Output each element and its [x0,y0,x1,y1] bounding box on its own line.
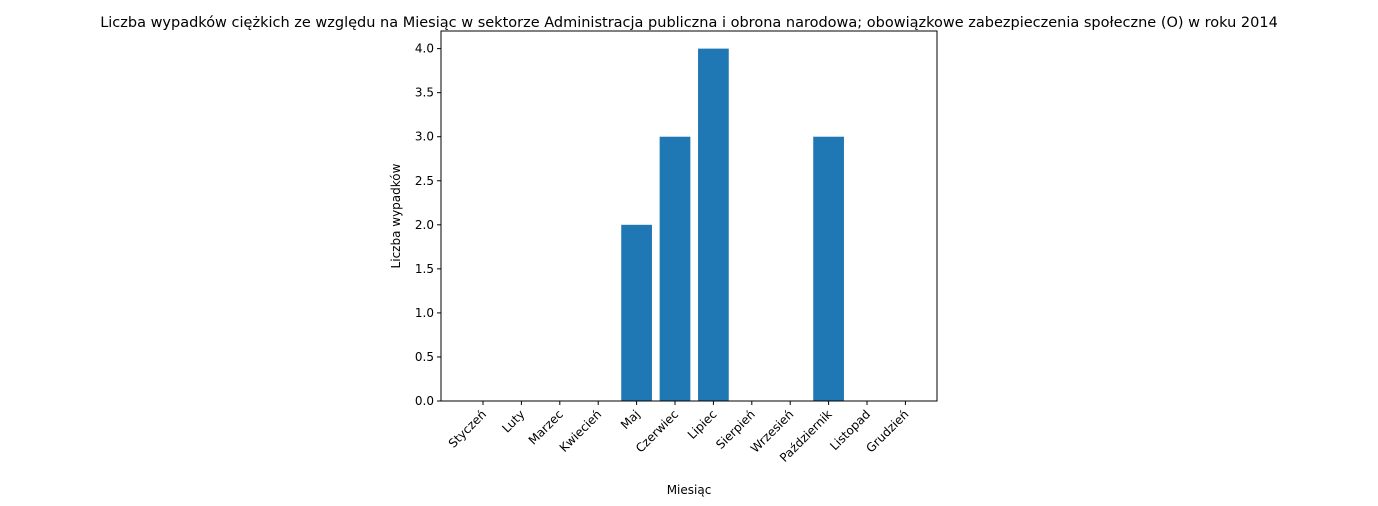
y-tick-label: 0.0 [415,394,434,408]
bar-6 [659,136,691,401]
x-tick-label: Luty [499,407,527,435]
chart-title: Liczba wypadków ciężkich ze względu na M… [100,15,1278,31]
plot-area-frame [440,30,938,402]
y-tick-label: 2.5 [415,174,434,188]
x-tick-label: Styczeń [446,407,489,450]
x-tick-label: Lipiec [685,407,720,442]
y-tick-label: 3.0 [415,130,434,144]
bars-group [621,48,844,402]
x-axis-label: Miesiąc [667,483,712,497]
x-tick-label: Kwiecień [557,407,605,455]
bar-7 [698,48,729,402]
y-tick-label: 3.5 [415,86,434,100]
y-tick-label: 4.0 [415,42,434,56]
y-tick-label: 0.5 [415,350,434,364]
x-tick-label: Maj [618,407,643,432]
bar-5 [621,224,652,401]
y-axis-ticks: 0.0 0.5 1.0 1.5 2.0 2.5 3.0 3.5 4.0 [415,42,441,408]
x-tick-label: Czerwiec [633,407,681,455]
x-tick-label: Grudzień [863,407,911,455]
y-tick-label: 2.0 [415,218,434,232]
y-tick-label: 1.5 [415,262,434,276]
y-tick-label: 1.0 [415,306,434,320]
bar-10 [813,136,844,401]
y-axis-label: Liczba wypadków [389,163,403,268]
